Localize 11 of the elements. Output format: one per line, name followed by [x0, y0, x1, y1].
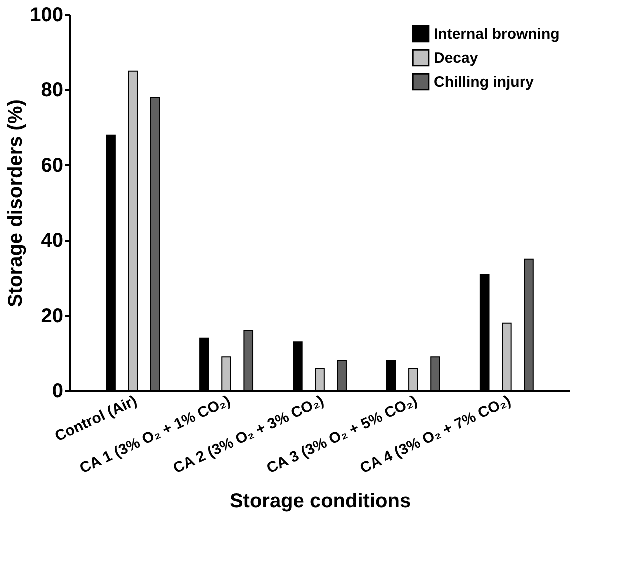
y-axis-title: Storage disorders (%): [5, 100, 28, 308]
y-tick-label: 100: [30, 4, 64, 26]
y-tick-label: 0: [52, 380, 64, 402]
legend-label: Internal browning: [434, 26, 560, 43]
y-tick-label: 40: [41, 230, 64, 252]
y-tick-label: 80: [41, 80, 64, 102]
legend-label: Chilling injury: [434, 74, 535, 91]
y-tick-label: 60: [41, 154, 64, 177]
legend-label: Decay: [434, 50, 479, 67]
y-tick-label: 20: [41, 305, 64, 328]
x-axis-title: Storage conditions: [230, 490, 412, 513]
